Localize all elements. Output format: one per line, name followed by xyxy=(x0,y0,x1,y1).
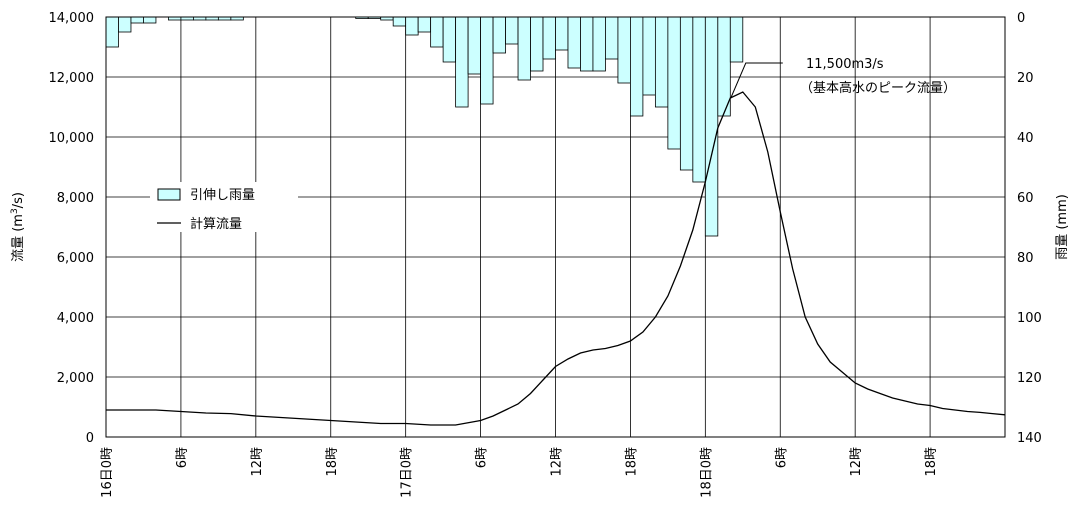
rain-bar xyxy=(143,16,157,24)
rain-bar xyxy=(392,16,407,27)
grid xyxy=(105,16,1006,438)
x-tick-label: 16日0時 xyxy=(100,447,115,498)
rain-bar xyxy=(679,16,694,171)
x-tick-label: 12時 xyxy=(849,447,864,477)
x-tick-label: 18時 xyxy=(325,447,340,477)
rain-bar xyxy=(692,16,706,183)
rain-bar xyxy=(630,16,644,117)
x-tick-label: 12時 xyxy=(250,447,265,477)
left-axis-title-end: /s) xyxy=(11,192,26,208)
rain-bar xyxy=(729,16,744,63)
right-tick-label: 20 xyxy=(1017,71,1034,86)
discharge-line-group xyxy=(106,91,1006,426)
x-axis-ticks: 16日0時 6時 12時 18時 17日0時 6時 12時 18時 18日0時 6時 12時 18時 xyxy=(100,447,939,498)
right-axis-title: 雨量 (mm) xyxy=(1055,194,1070,260)
rain-bar xyxy=(130,16,144,24)
left-tick-label: 8,000 xyxy=(57,191,94,206)
left-axis-ticks: 0 2,000 4,000 6,000 8,000 10,000 12,000 14,000 xyxy=(49,11,95,446)
x-tick-label: 12時 xyxy=(550,447,565,477)
x-tick-label: 6時 xyxy=(175,447,190,468)
discharge-line xyxy=(106,91,1006,426)
left-axis-title-main: 流量 (m xyxy=(11,214,26,262)
rain-bar xyxy=(530,16,544,72)
rain-bar xyxy=(654,16,669,108)
rain-bar xyxy=(555,16,569,51)
rain-bar xyxy=(405,16,419,36)
rain-bar xyxy=(667,16,681,150)
right-tick-label: 80 xyxy=(1017,251,1034,266)
peak-annotation: 11,500m3/s （基本高水のピーク流量） xyxy=(730,57,956,99)
rain-bar xyxy=(704,16,719,237)
left-tick-label: 0 xyxy=(86,431,94,446)
right-tick-label: 100 xyxy=(1017,311,1042,326)
left-tick-label: 14,000 xyxy=(49,11,95,26)
legend: 引伸し雨量 計算流量 xyxy=(150,182,298,232)
x-tick-label: 17日0時 xyxy=(400,447,415,498)
x-tick-label: 18時 xyxy=(624,447,639,477)
right-tick-label: 40 xyxy=(1017,131,1034,146)
left-tick-label: 6,000 xyxy=(57,251,94,266)
rain-bar xyxy=(542,16,556,60)
x-tick-label: 6時 xyxy=(475,447,490,468)
rain-bar xyxy=(617,16,631,84)
rain-bar xyxy=(642,16,656,96)
rain-bar xyxy=(430,16,444,48)
x-tick-label: 18時 xyxy=(924,447,939,477)
rain-bar xyxy=(417,16,432,33)
right-tick-label: 0 xyxy=(1017,11,1025,26)
rain-bar xyxy=(455,16,469,108)
rain-bar xyxy=(480,16,494,105)
annotation-peak-value: 11,500m3/s xyxy=(806,57,884,72)
rain-bar xyxy=(105,16,119,48)
x-tick-label: 6時 xyxy=(774,447,789,468)
rain-bar xyxy=(118,16,132,33)
rain-bar xyxy=(567,16,581,69)
annotation-leader-line xyxy=(730,62,783,99)
right-tick-label: 140 xyxy=(1017,431,1042,446)
right-axis-ticks: 0 20 40 60 80 100 120 140 xyxy=(1017,11,1042,446)
rain-bar xyxy=(467,16,481,75)
left-tick-label: 12,000 xyxy=(49,71,95,86)
rain-bar xyxy=(580,16,594,72)
annotation-peak-caption: （基本高水のピーク流量） xyxy=(800,80,956,96)
right-tick-label: 60 xyxy=(1017,191,1034,206)
left-axis-title-sup: 3 xyxy=(10,208,20,214)
legend-bar-label: 引伸し雨量 xyxy=(190,188,255,203)
rain-bar xyxy=(592,16,606,72)
legend-bar-swatch xyxy=(157,188,181,201)
rain-bar xyxy=(492,16,506,54)
rain-bar xyxy=(442,16,457,63)
plot-frame xyxy=(105,16,1006,438)
left-tick-label: 4,000 xyxy=(57,311,94,326)
left-axis-title: 流量 (m3/s) xyxy=(10,192,26,262)
left-tick-label: 10,000 xyxy=(49,131,95,146)
rain-bar xyxy=(517,16,531,81)
left-tick-label: 2,000 xyxy=(57,371,94,386)
legend-line-label: 計算流量 xyxy=(190,216,242,232)
x-tick-label: 18日0時 xyxy=(699,447,714,498)
rain-bar xyxy=(505,16,519,45)
right-tick-label: 120 xyxy=(1017,371,1042,386)
rain-bar xyxy=(605,16,619,60)
